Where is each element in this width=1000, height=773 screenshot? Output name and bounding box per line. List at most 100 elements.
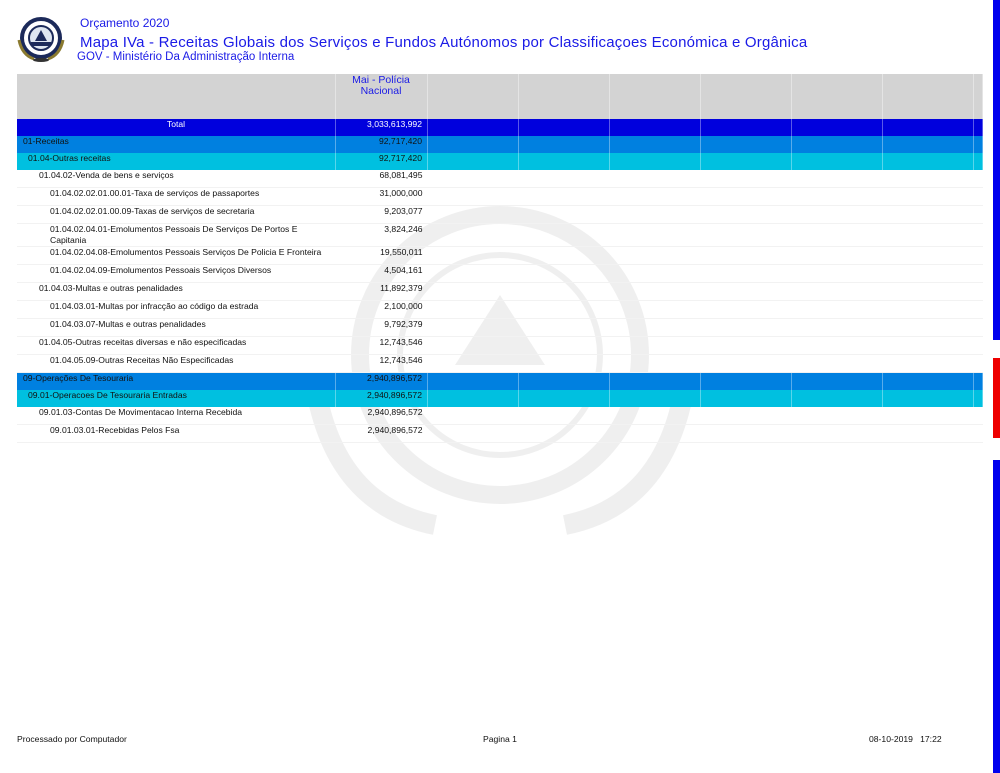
empty-cell: [882, 136, 974, 153]
empty-cell: [700, 136, 792, 153]
table-row: 01.04.02.02.01.00.01-Taxa de serviços de…: [17, 187, 983, 206]
empty-cell: [427, 300, 983, 319]
row-label: 01.04.05-Outras receitas diversas e não …: [17, 336, 336, 355]
row-label: 01.04.05.09-Outras Receitas Não Especifi…: [17, 354, 336, 373]
empty-cell: [609, 372, 701, 390]
table-row: 09.01.03.01-Recebidas Pelos Fsa 2,940,896…: [17, 424, 983, 443]
empty-cell: [973, 153, 983, 170]
row-label: 01-Receitas: [17, 136, 336, 153]
empty-cell: [973, 74, 983, 119]
empty-cell: [427, 74, 519, 119]
column-header-row: Mai - Polícia Nacional: [17, 74, 983, 119]
table-row: 09.01-Operacoes De Tesouraria Entradas 2,…: [17, 390, 983, 407]
empty-cell: [427, 354, 983, 373]
row-value: 12,743,546: [335, 354, 428, 373]
empty-cell: [427, 372, 519, 390]
row-label: 01.04-Outras receitas: [17, 153, 336, 170]
table-row: 09-Operações De Tesouraria 2,940,896,572: [17, 372, 983, 390]
empty-cell: [609, 390, 701, 407]
row-value: 4,504,161: [335, 264, 428, 283]
empty-cell: [427, 424, 983, 443]
empty-cell: [791, 390, 883, 407]
row-label: 09.01.03.01-Recebidas Pelos Fsa: [17, 424, 336, 443]
empty-cell: [427, 136, 519, 153]
row-label: 01.04.02.04.09-Emolumentos Pessoais Serv…: [17, 264, 336, 283]
row-value: 31,000,000: [335, 187, 428, 206]
empty-cell: [427, 390, 519, 407]
row-label: 01.04.02.04.08-Emolumentos Pessoais Serv…: [17, 246, 336, 265]
table-row: 01.04.02.04.09-Emolumentos Pessoais Serv…: [17, 264, 983, 283]
ministry-name: GOV - Ministério Da Administração Intern…: [77, 51, 295, 63]
row-label: 09-Operações De Tesouraria: [17, 372, 336, 390]
table-row: 01.04.02.04.08-Emolumentos Pessoais Serv…: [17, 246, 983, 265]
table-row: 09.01.03-Contas De Movimentacao Interna …: [17, 407, 983, 425]
empty-cell: [427, 153, 519, 170]
page-edge-marker: [993, 358, 1000, 438]
table-row: 01.04.03-Multas e outras penalidades 11,8…: [17, 282, 983, 301]
empty-cell: [427, 187, 983, 206]
empty-cell: [609, 153, 701, 170]
empty-cell: [518, 74, 610, 119]
row-label: 01.04.02.04.01-Emolumentos Pessoais De S…: [17, 223, 336, 247]
empty-cell: [609, 119, 701, 136]
row-label: 01.04.03-Multas e outras penalidades: [17, 282, 336, 301]
row-label: Total: [17, 119, 336, 136]
empty-cell: [700, 390, 792, 407]
row-label: 01.04.03.07-Multas e outras penalidades: [17, 318, 336, 337]
empty-cell: [700, 153, 792, 170]
row-value: 2,940,896,572: [335, 372, 428, 390]
empty-cell: [427, 282, 983, 301]
row-value: 11,892,379: [335, 282, 428, 301]
empty-cell: [973, 136, 983, 153]
budget-year: Orçamento 2020: [80, 16, 170, 30]
row-value: 92,717,420: [335, 153, 428, 170]
empty-cell: [882, 390, 974, 407]
row-value: 12,743,546: [335, 336, 428, 355]
empty-cell: [700, 119, 792, 136]
row-label: 01.04.02-Venda de bens e serviços: [17, 170, 336, 188]
table-row: 01.04.03.01-Multas por infracção ao códi…: [17, 300, 983, 319]
revenue-table: Mai - Polícia Nacional Total 3,033,613,992…: [17, 74, 983, 443]
table-row: 01.04.05-Outras receitas diversas e não …: [17, 336, 983, 355]
empty-cell: [882, 119, 974, 136]
empty-cell: [427, 336, 983, 355]
table-row: 01.04-Outras receitas 92,717,420: [17, 153, 983, 170]
empty-cell: [700, 372, 792, 390]
row-value: 3,824,246: [335, 223, 428, 247]
empty-cell: [973, 390, 983, 407]
empty-cell: [427, 223, 983, 247]
empty-cell: [609, 136, 701, 153]
row-value: 9,203,077: [335, 205, 428, 224]
coat-of-arms-logo: [17, 17, 65, 62]
table-row: 01.04.02.04.01-Emolumentos Pessoais De S…: [17, 223, 983, 247]
column-header-mai-policia-nacional: Mai - Polícia Nacional: [335, 74, 428, 119]
empty-cell: [427, 119, 519, 136]
empty-cell: [518, 390, 610, 407]
empty-cell: [609, 74, 701, 119]
empty-cell: [791, 74, 883, 119]
empty-cell: [427, 246, 983, 265]
footer-page: Pagina 1: [483, 734, 517, 744]
row-value: 19,550,011: [335, 246, 428, 265]
empty-cell: [882, 74, 974, 119]
row-value: 2,940,896,572: [335, 390, 428, 407]
empty-cell: [791, 136, 883, 153]
footer-date: 08-10-2019 17:22: [869, 734, 942, 744]
empty-cell: [518, 119, 610, 136]
row-label: 01.04.03.01-Multas por infracção ao códi…: [17, 300, 336, 319]
empty-cell: [973, 372, 983, 390]
table-row: 01.04.03.07-Multas e outras penalidades 9…: [17, 318, 983, 337]
row-label: 01.04.02.02.01.00.09-Taxas de serviços d…: [17, 205, 336, 224]
table-row: 01.04.02-Venda de bens e serviços 68,081,…: [17, 170, 983, 188]
page-edge-marker: [993, 0, 1000, 340]
empty-cell: [427, 407, 983, 425]
row-value: 9,792,379: [335, 318, 428, 337]
footer-processed: Processado por Computador: [17, 734, 127, 744]
empty-cell: [518, 372, 610, 390]
empty-cell: [973, 119, 983, 136]
row-value: 68,081,495: [335, 170, 428, 188]
row-value: 3,033,613,992: [335, 119, 428, 136]
row-value: 2,940,896,572: [335, 407, 428, 425]
empty-cell: [518, 153, 610, 170]
header-cell: [17, 74, 336, 119]
